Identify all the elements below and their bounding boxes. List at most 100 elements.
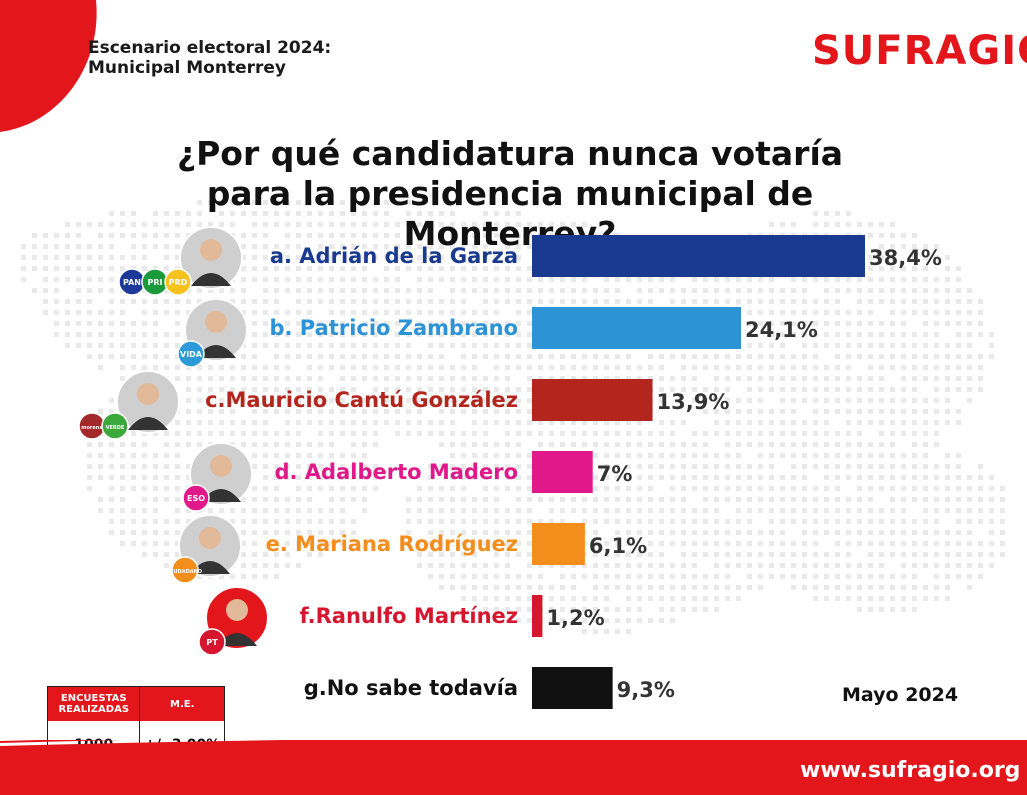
map-dot [175, 332, 180, 337]
map-dot [296, 200, 301, 205]
map-dot [758, 508, 763, 513]
map-dot [692, 387, 697, 392]
map-dot [571, 277, 576, 282]
map-dot [824, 398, 829, 403]
map-dot [582, 607, 587, 612]
map-dot [527, 398, 532, 403]
map-dot [802, 310, 807, 315]
candidate-face-0 [200, 239, 222, 261]
map-dot [516, 409, 521, 414]
map-dot [461, 365, 466, 370]
map-dot [307, 288, 312, 293]
map-dot [285, 530, 290, 535]
map-dot [131, 442, 136, 447]
map-dot [813, 387, 818, 392]
map-dot [978, 464, 983, 469]
map-dot [428, 376, 433, 381]
map-dot [164, 431, 169, 436]
map-dot [846, 497, 851, 502]
map-dot [912, 387, 917, 392]
map-dot [472, 365, 477, 370]
map-dot [846, 552, 851, 557]
map-dot [131, 343, 136, 348]
map-dot [692, 354, 697, 359]
map-dot [307, 321, 312, 326]
map-dot [802, 585, 807, 590]
map-dot [516, 475, 521, 480]
map-dot [505, 255, 510, 260]
map-dot [703, 607, 708, 612]
map-dot [439, 266, 444, 271]
map-dot [802, 343, 807, 348]
map-dot [681, 497, 686, 502]
map-dot [659, 563, 664, 568]
map-dot [329, 222, 334, 227]
map-dot [241, 310, 246, 315]
category-label-1: b. Patricio Zambrano [269, 316, 518, 340]
map-dot [241, 255, 246, 260]
map-dot [912, 376, 917, 381]
map-dot [318, 233, 323, 238]
map-dot [274, 354, 279, 359]
map-dot [538, 442, 543, 447]
footer-url: www.sufragio.org [800, 758, 1021, 783]
map-dot [109, 244, 114, 249]
map-dot [923, 409, 928, 414]
map-dot [824, 563, 829, 568]
map-dot [296, 442, 301, 447]
map-dot [967, 376, 972, 381]
map-dot [296, 277, 301, 282]
map-dot [285, 332, 290, 337]
map-dot [956, 486, 961, 491]
map-dot [824, 420, 829, 425]
map-dot [494, 343, 499, 348]
map-dot [197, 409, 202, 414]
map-dot [670, 585, 675, 590]
map-dot [494, 211, 499, 216]
map-dot [384, 365, 389, 370]
map-dot [615, 442, 620, 447]
map-dot [362, 398, 367, 403]
map-dot [912, 497, 917, 502]
map-dot [956, 266, 961, 271]
map-dot [835, 288, 840, 293]
map-dot [428, 398, 433, 403]
map-dot [747, 552, 752, 557]
map-dot [252, 244, 257, 249]
map-dot [395, 409, 400, 414]
map-dot [472, 596, 477, 601]
map-dot [879, 530, 884, 535]
map-dot [186, 431, 191, 436]
party-badge-text-pan: PAN [123, 278, 141, 287]
map-dot [637, 464, 642, 469]
map-dot [296, 519, 301, 524]
map-dot [120, 354, 125, 359]
map-dot [879, 486, 884, 491]
map-dot [758, 486, 763, 491]
map-dot [285, 200, 290, 205]
map-dot [252, 222, 257, 227]
map-dot [494, 398, 499, 403]
map-dot [175, 464, 180, 469]
map-dot [153, 541, 158, 546]
map-dot [912, 332, 917, 337]
map-dot [725, 497, 730, 502]
map-dot [802, 442, 807, 447]
map-dot [791, 387, 796, 392]
map-dot [252, 387, 257, 392]
map-dot [307, 497, 312, 502]
map-dot [967, 585, 972, 590]
map-dot [791, 321, 796, 326]
map-dot [285, 244, 290, 249]
map-dot [428, 299, 433, 304]
map-dot [747, 530, 752, 535]
map-dot [637, 497, 642, 502]
map-dot [384, 233, 389, 238]
map-dot [615, 453, 620, 458]
map-dot [472, 222, 477, 227]
map-dot [164, 475, 169, 480]
map-dot [186, 310, 191, 315]
map-dot [780, 552, 785, 557]
map-dot [802, 475, 807, 480]
map-dot [615, 354, 620, 359]
